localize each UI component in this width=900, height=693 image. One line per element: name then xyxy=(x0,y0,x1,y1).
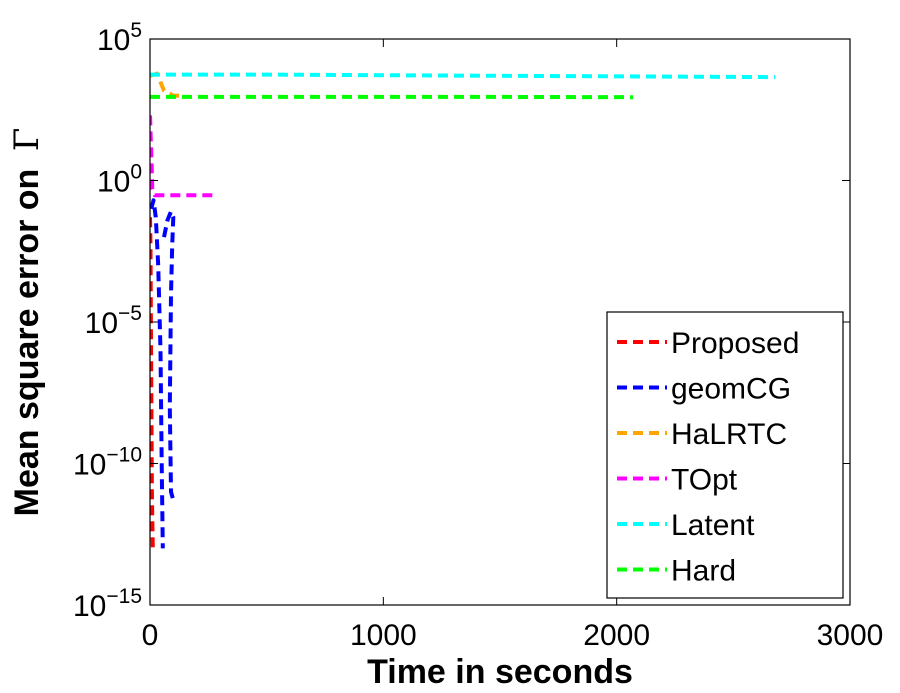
x-tick-label: 3000 xyxy=(817,619,884,652)
x-axis-label: Time in seconds xyxy=(367,653,633,691)
series-line-geomcg xyxy=(150,198,165,549)
legend-box xyxy=(606,311,844,599)
legend-label: TOpt xyxy=(671,464,738,497)
y-axis-label: Mean square error on Γ xyxy=(7,128,47,517)
legend-label: Latent xyxy=(671,509,755,542)
series-line-geomcg xyxy=(162,209,176,501)
series-layer xyxy=(150,71,776,549)
series-line-latent xyxy=(150,72,776,80)
y-tick-label: 10−15 xyxy=(73,585,142,623)
legend-item-hard: Hard xyxy=(617,555,736,588)
legend-item-geomcg: geomCG xyxy=(617,373,791,406)
x-tick-label: 0 xyxy=(142,619,159,652)
legend-label: Hard xyxy=(671,555,736,588)
y-tick-label: 10−10 xyxy=(73,444,142,482)
legend-item-proposed: Proposed xyxy=(617,327,799,360)
x-tick-label: 2000 xyxy=(583,619,650,652)
y-axis-label-text: Mean square error on xyxy=(8,169,46,517)
y-tick-label: 100 xyxy=(97,161,142,199)
legend-label: geomCG xyxy=(671,373,791,406)
series-line-topt xyxy=(150,115,216,198)
y-tick-label: 105 xyxy=(97,19,142,57)
y-axis-label-symbol: Γ xyxy=(7,128,47,152)
ticks-layer: 0 1000 2000 3000 105 100 10−5 10−10 10−15 xyxy=(73,19,883,652)
legend-label: HaLRTC xyxy=(671,418,787,451)
legend-item-halrtc: HaLRTC xyxy=(617,418,787,451)
legend-item-latent: Latent xyxy=(617,509,755,542)
legend-label: Proposed xyxy=(671,327,799,360)
legend-item-topt: TOpt xyxy=(617,464,738,497)
y-tick-label: 10−5 xyxy=(85,302,142,340)
svg-text:Mean square error on Γ: Mean square error on Γ xyxy=(7,128,47,517)
x-tick-label: 1000 xyxy=(350,619,417,652)
legend: Proposed geomCG HaLRTC TOpt Latent Hard xyxy=(606,311,844,599)
